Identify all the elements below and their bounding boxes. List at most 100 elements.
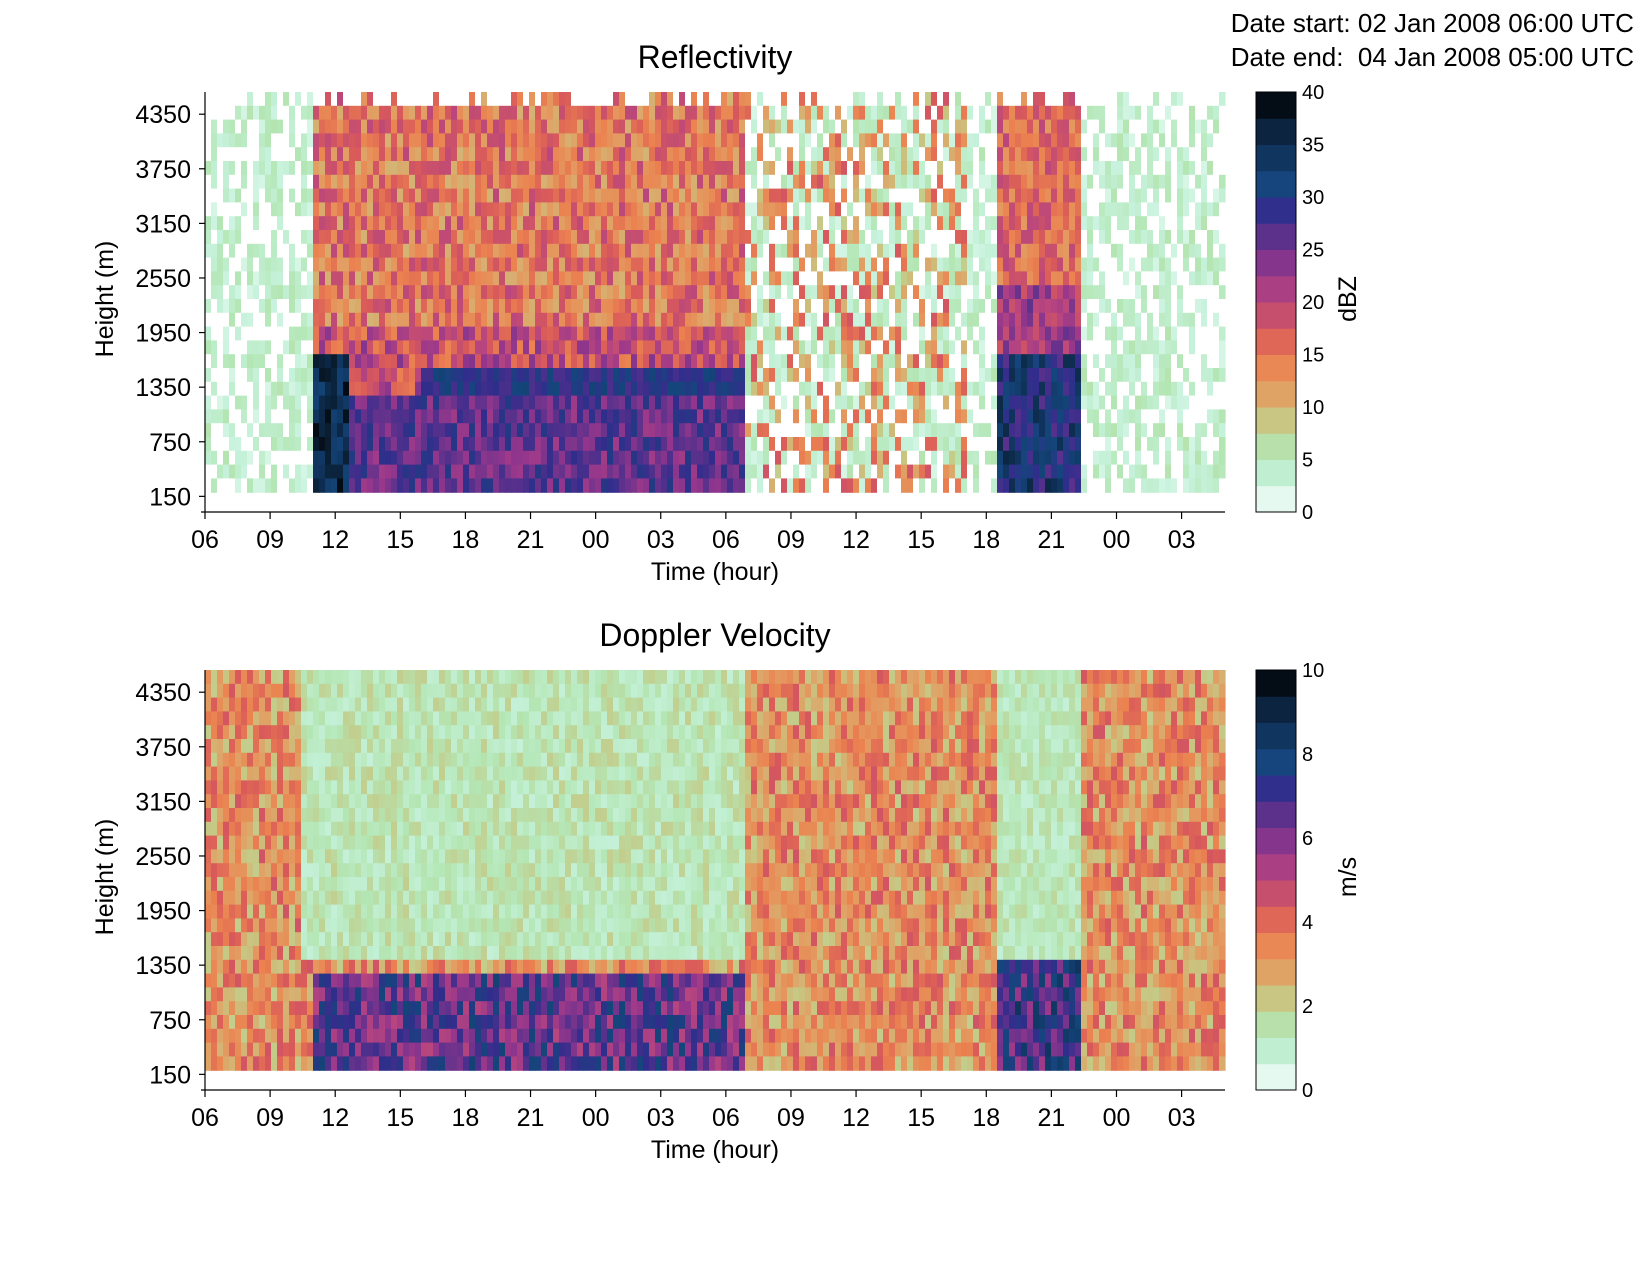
heatmap-cell xyxy=(685,161,692,176)
heatmap-cell xyxy=(709,188,716,203)
heatmap-cell xyxy=(565,216,572,231)
heatmap-cell xyxy=(721,105,728,121)
heatmap-cell xyxy=(469,147,476,162)
heatmap-cell xyxy=(583,423,590,438)
heatmap-cell xyxy=(847,409,854,424)
heatmap-cell xyxy=(757,133,764,148)
heatmap-cell xyxy=(475,340,482,355)
heatmap-cell xyxy=(493,437,500,452)
heatmap-cell xyxy=(571,271,578,286)
heatmap-cell xyxy=(787,133,794,148)
heatmap-cell xyxy=(523,423,530,438)
heatmap-cell xyxy=(895,437,902,452)
heatmap-cell xyxy=(511,340,518,355)
heatmap-cell xyxy=(523,285,530,300)
heatmap-cell xyxy=(535,188,542,203)
heatmap-cell xyxy=(985,271,992,286)
heatmap-cell xyxy=(487,340,494,355)
heatmap-cell xyxy=(409,285,416,300)
heatmap-cell xyxy=(709,271,716,286)
heatmap-cell xyxy=(919,202,926,217)
heatmap-cell xyxy=(1207,423,1214,438)
heatmap-cell xyxy=(553,257,560,272)
heatmap-cell xyxy=(559,216,566,231)
heatmap-cell xyxy=(259,478,266,493)
heatmap-cell xyxy=(649,257,656,272)
heatmap-cell xyxy=(307,395,314,410)
heatmap-cell xyxy=(409,230,416,245)
heatmap-cell xyxy=(655,354,662,369)
heatmap-cell xyxy=(943,299,950,314)
heatmap-cell xyxy=(1159,119,1166,134)
heatmap-cell xyxy=(967,464,974,479)
heatmap-cell xyxy=(961,174,968,190)
heatmap-cell xyxy=(937,202,944,217)
heatmap-cell xyxy=(643,381,650,397)
heatmap-cell xyxy=(349,285,356,300)
heatmap-cell xyxy=(547,464,554,479)
heatmap-cell xyxy=(1039,92,1046,107)
heatmap-cell xyxy=(679,230,686,245)
heatmap-cell xyxy=(805,299,812,314)
heatmap-cell xyxy=(223,92,230,107)
heatmap-cell xyxy=(625,271,632,286)
heatmap-cell xyxy=(517,423,524,438)
heatmap-cell xyxy=(379,230,386,245)
heatmap-cell xyxy=(337,230,344,245)
heatmap-cell xyxy=(679,119,686,134)
heatmap-cell xyxy=(943,312,950,328)
heatmap-cell xyxy=(685,119,692,134)
heatmap-cell xyxy=(1207,285,1214,300)
heatmap-cell xyxy=(775,133,782,148)
heatmap-cell xyxy=(763,257,770,272)
heatmap-cell xyxy=(355,133,362,148)
heatmap-cell xyxy=(259,161,266,176)
heatmap-cell xyxy=(685,92,692,107)
heatmap-cell xyxy=(619,230,626,245)
heatmap-cell xyxy=(883,271,890,286)
heatmap-cell xyxy=(223,216,230,231)
heatmap-cell xyxy=(1117,409,1124,424)
heatmap-cell xyxy=(571,312,578,328)
heatmap-cell xyxy=(973,147,980,162)
heatmap-cell xyxy=(253,450,260,466)
heatmap-cell xyxy=(529,437,536,452)
heatmap-cell xyxy=(805,216,812,231)
heatmap-cell xyxy=(751,202,758,217)
heatmap-cell xyxy=(1165,464,1172,479)
heatmap-cell xyxy=(961,271,968,286)
heatmap-cell xyxy=(439,340,446,355)
heatmap-cell xyxy=(775,478,782,493)
heatmap-cell xyxy=(739,257,746,272)
heatmap-cell xyxy=(271,271,278,286)
heatmap-cell xyxy=(355,92,362,107)
heatmap-cell xyxy=(895,161,902,176)
heatmap-cell xyxy=(343,271,350,286)
heatmap-cell xyxy=(931,161,938,176)
heatmap-cell xyxy=(955,437,962,452)
heatmap-cell xyxy=(937,92,944,107)
heatmap-cell xyxy=(1195,133,1202,148)
heatmap-cell xyxy=(295,450,302,466)
heatmap-cell xyxy=(1183,216,1190,231)
heatmap-cell xyxy=(301,340,308,355)
heatmap-cell xyxy=(613,450,620,466)
heatmap-cell xyxy=(361,188,368,203)
heatmap-cell xyxy=(469,202,476,217)
heatmap-cell xyxy=(793,271,800,286)
heatmap-cell xyxy=(577,230,584,245)
heatmap-cell xyxy=(1045,133,1052,148)
heatmap-cell xyxy=(961,105,968,121)
heatmap-cell xyxy=(1039,423,1046,438)
heatmap-cell xyxy=(571,202,578,217)
heatmap-cell xyxy=(757,478,764,493)
heatmap-cell xyxy=(247,423,254,438)
heatmap-cell xyxy=(763,299,770,314)
heatmap-cell xyxy=(1159,478,1166,493)
heatmap-cell xyxy=(487,395,494,410)
heatmap-cell xyxy=(739,395,746,410)
heatmap-cell xyxy=(643,119,650,134)
heatmap-cell xyxy=(835,423,842,438)
heatmap-cell xyxy=(907,285,914,300)
heatmap-cell xyxy=(355,312,362,328)
